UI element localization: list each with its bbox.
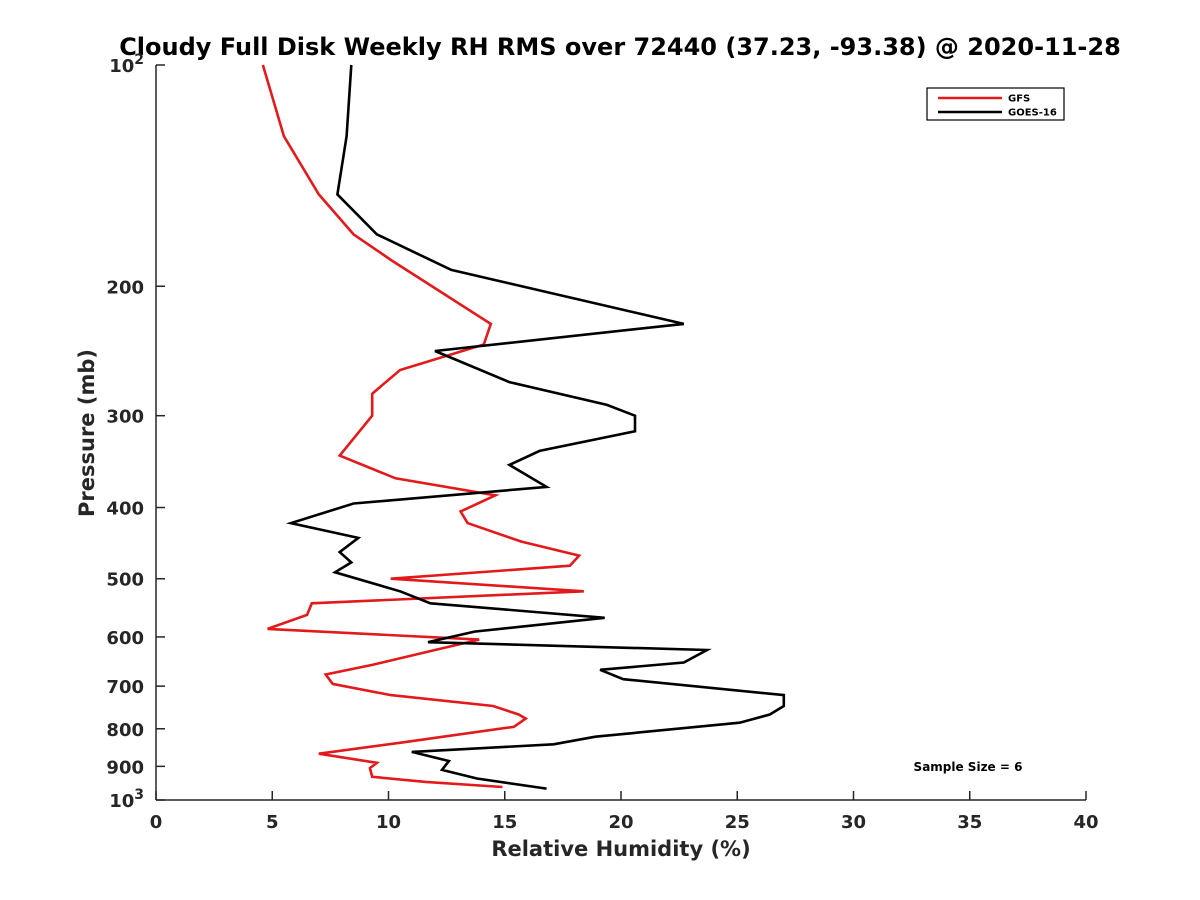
chart-title: Cloudy Full Disk Weekly RH RMS over 7244… <box>119 33 1121 61</box>
x-tick-label: 10 <box>376 812 401 833</box>
y-axis-label: Pressure (mb) <box>75 349 99 517</box>
legend-box <box>926 87 1065 121</box>
plot-area: 0 5 10 15 20 25 30 35 40 102 200 300 400 500 600 700 80… <box>106 52 1098 833</box>
x-tick-label: 0 <box>150 812 163 833</box>
x-tick-label: 30 <box>841 812 866 833</box>
legend-label: GFS <box>1008 94 1030 105</box>
y-tick-label: 500 <box>106 570 144 591</box>
y-tick-label: 700 <box>106 677 144 698</box>
sample-size-annotation: Sample Size = 6 <box>914 760 1023 774</box>
x-tick-label: 40 <box>1073 812 1098 833</box>
y-tick-label: 200 <box>106 277 144 298</box>
series-lines <box>261 64 786 790</box>
x-ticks: 0 5 10 15 20 25 30 35 40 <box>150 791 1099 833</box>
y-tick-label: 102 <box>109 52 144 77</box>
series-line-goes-16 <box>285 64 786 790</box>
legend: GFS GOES-16 <box>926 87 1065 121</box>
x-tick-label: 35 <box>957 812 982 833</box>
y-tick-label: 103 <box>109 787 144 812</box>
y-tick-label: 900 <box>106 757 144 778</box>
x-tick-label: 5 <box>266 812 279 833</box>
x-tick-label: 25 <box>725 812 750 833</box>
x-axis-label: Relative Humidity (%) <box>491 837 750 861</box>
y-tick-label: 600 <box>106 628 144 649</box>
y-tick-label: 300 <box>106 407 144 428</box>
x-tick-label: 20 <box>608 812 633 833</box>
series-line-gfs <box>261 64 584 789</box>
legend-label: GOES-16 <box>1008 108 1057 119</box>
y-ticks: 102 200 300 400 500 600 700 800 900 103 <box>106 52 165 812</box>
y-tick-label: 400 <box>106 499 144 520</box>
y-tick-label: 800 <box>106 720 144 741</box>
x-tick-label: 15 <box>492 812 517 833</box>
